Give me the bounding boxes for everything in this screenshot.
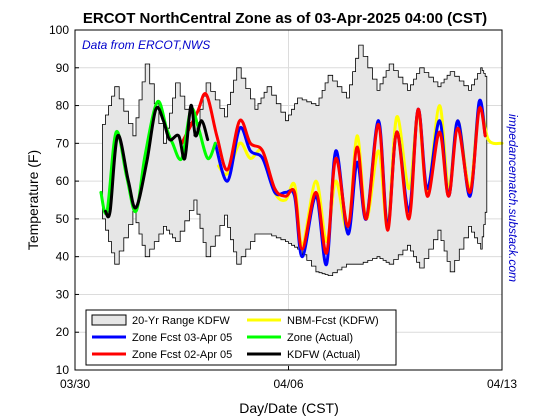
data-source-annotation: Data from ERCOT,NWS — [82, 38, 210, 52]
y-tick-label: 70 — [56, 136, 70, 150]
y-tick-label: 40 — [56, 250, 70, 264]
y-tick-label: 50 — [56, 212, 70, 226]
side-watermark-text: impedancematch.substack.com — [506, 114, 520, 282]
legend-label: KDFW (Actual) — [287, 349, 360, 361]
y-tick-label: 80 — [56, 99, 70, 113]
legend: 20-Yr Range KDFW NBM-Fcst (KDFW) Zone Fcst… — [85, 309, 397, 366]
series-line-kdfw-actual — [104, 104, 210, 219]
legend-items: 20-Yr Range KDFW NBM-Fcst (KDFW) Zone Fcst… — [91, 314, 379, 361]
legend-label: Zone (Actual) — [287, 332, 353, 344]
series-layer — [99, 92, 504, 266]
y-tick-label: 90 — [56, 61, 70, 75]
x-axis-label: Day/Date (CST) — [239, 400, 339, 416]
series-line-zone-actual — [99, 99, 217, 216]
chart-title: ERCOT NorthCentral Zone as of 03-Apr-202… — [83, 10, 487, 27]
y-tick-label: 100 — [49, 23, 69, 37]
x-tick-label: 04/13 — [487, 377, 517, 391]
axis-ticks: 10 20 30 40 50 60 70 80 90 100 03/30 04/06 04/13 — [49, 23, 517, 391]
y-tick-label: 30 — [56, 287, 70, 301]
legend-label: Zone Fcst 02-Apr 05 — [132, 349, 232, 361]
legend-label: Zone Fcst 03-Apr 05 — [132, 332, 232, 344]
x-tick-label: 03/30 — [60, 377, 90, 391]
legend-swatch-band — [91, 314, 127, 326]
y-tick-label: 10 — [56, 363, 70, 377]
legend-label: 20-Yr Range KDFW — [132, 315, 230, 327]
legend-box — [85, 309, 397, 366]
y-axis-label: Temperature (F) — [25, 150, 41, 250]
series-line-zone-fcst-0402 — [180, 92, 487, 255]
y-tick-label: 20 — [56, 325, 70, 339]
x-tick-label: 04/06 — [273, 377, 303, 391]
legend-label: NBM-Fcst (KDFW) — [287, 315, 379, 327]
y-tick-label: 60 — [56, 174, 70, 188]
